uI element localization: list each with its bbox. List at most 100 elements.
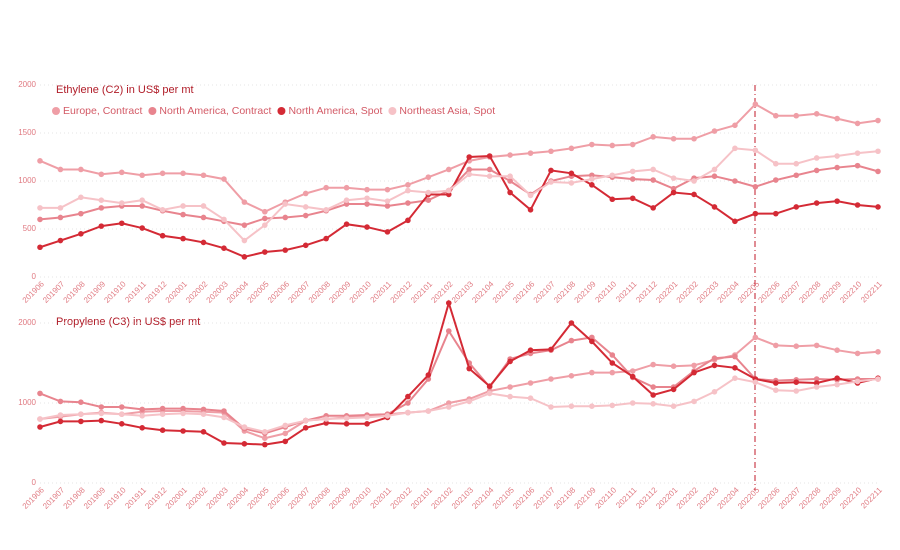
- data-point: [629, 400, 636, 406]
- series-line: [39, 102, 879, 213]
- data-point: [302, 204, 309, 210]
- data-point: [425, 372, 432, 378]
- data-point: [57, 418, 64, 425]
- data-point: [609, 196, 616, 203]
- series-line: [39, 336, 879, 440]
- data-point: [98, 171, 105, 178]
- x-tick-label: 202010: [348, 485, 374, 511]
- data-point: [78, 399, 84, 406]
- x-tick-label: 202211: [859, 279, 884, 304]
- data-point: [650, 205, 656, 211]
- data-point: [425, 408, 432, 414]
- data-point: [813, 200, 820, 206]
- data-point: [98, 410, 105, 417]
- data-point: [834, 153, 840, 159]
- data-point: [282, 247, 289, 253]
- data-point: [568, 180, 575, 186]
- data-point: [282, 201, 289, 207]
- data-point: [241, 199, 248, 205]
- x-tick-label: 202210: [838, 279, 864, 305]
- data-point: [405, 217, 411, 224]
- data-point: [875, 349, 881, 355]
- data-point: [691, 135, 697, 142]
- data-point: [609, 172, 616, 179]
- data-point: [486, 383, 493, 390]
- data-point: [180, 235, 186, 242]
- data-point: [629, 176, 636, 182]
- data-point: [200, 406, 207, 413]
- x-tick-label: 202110: [593, 485, 618, 510]
- data-point: [302, 242, 309, 249]
- data-point: [37, 216, 43, 223]
- data-point: [568, 373, 575, 379]
- x-tick-label: 201910: [102, 279, 128, 305]
- data-point: [854, 162, 861, 169]
- data-point: [793, 388, 800, 394]
- data-point: [875, 117, 881, 124]
- data-point: [139, 225, 145, 231]
- data-point: [221, 176, 227, 182]
- data-point: [425, 174, 432, 180]
- series-line: [39, 328, 878, 435]
- data-point: [241, 441, 248, 447]
- data-point: [159, 170, 166, 177]
- data-point: [302, 212, 309, 219]
- data-point: [650, 361, 656, 368]
- data-point: [589, 176, 595, 182]
- data-point: [568, 337, 575, 344]
- data-point: [405, 182, 411, 188]
- data-point: [282, 430, 289, 437]
- y-tick-label: 500: [23, 224, 37, 233]
- data-point: [527, 380, 534, 386]
- data-point: [262, 441, 268, 448]
- data-point: [813, 384, 820, 390]
- data-point: [813, 380, 820, 386]
- legend-label: North America, Spot: [288, 105, 382, 117]
- data-point: [139, 425, 145, 431]
- data-point: [78, 166, 84, 173]
- legend-label: Northeast Asia, Spot: [399, 105, 495, 117]
- data-point: [486, 173, 493, 179]
- data-point: [343, 421, 350, 427]
- data-point: [854, 202, 861, 208]
- data-point: [262, 435, 268, 442]
- data-point: [159, 411, 166, 418]
- data-point: [548, 404, 554, 410]
- data-point: [773, 380, 779, 386]
- data-point: [118, 404, 125, 410]
- data-point: [711, 204, 718, 210]
- data-point: [302, 190, 309, 197]
- data-point: [691, 398, 697, 405]
- data-point: [650, 401, 656, 407]
- data-point: [548, 148, 554, 155]
- data-point: [609, 369, 616, 376]
- legend-marker: [52, 107, 60, 115]
- data-point: [813, 376, 820, 382]
- data-point: [343, 184, 350, 191]
- data-point: [78, 194, 84, 201]
- data-point: [262, 215, 268, 222]
- data-point: [118, 169, 125, 176]
- data-point: [650, 384, 656, 390]
- data-point: [139, 413, 145, 419]
- data-point: [793, 112, 800, 119]
- y-tick-label: 0: [32, 478, 37, 487]
- data-point: [37, 158, 43, 164]
- data-point: [364, 414, 370, 421]
- x-tick-label: 202010: [348, 279, 374, 305]
- data-point: [834, 164, 840, 171]
- data-point: [609, 402, 616, 409]
- data-point: [548, 167, 554, 174]
- data-point: [37, 424, 43, 430]
- data-point: [711, 362, 718, 369]
- data-point: [834, 375, 840, 382]
- data-point: [180, 170, 186, 177]
- data-point: [262, 222, 268, 228]
- data-point: [875, 204, 881, 210]
- data-point: [262, 208, 268, 215]
- data-point: [732, 353, 738, 360]
- data-point: [241, 254, 248, 260]
- data-point: [98, 223, 105, 229]
- data-point: [527, 150, 534, 156]
- data-point: [711, 128, 718, 134]
